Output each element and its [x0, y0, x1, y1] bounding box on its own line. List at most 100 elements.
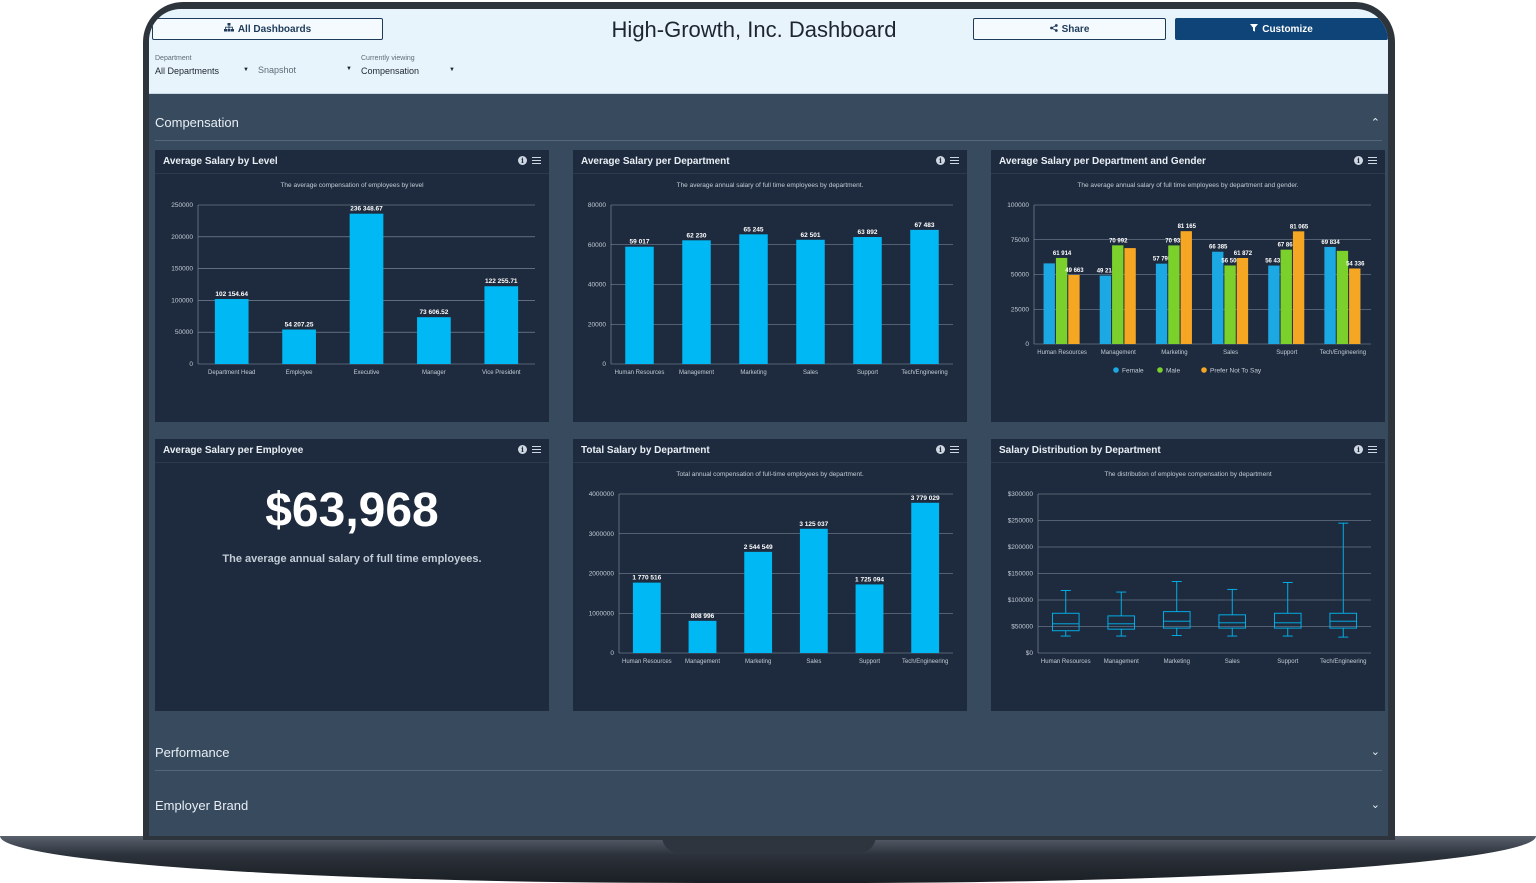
all-dashboards-label: All Dashboards — [237, 23, 312, 35]
menu-icon[interactable] — [532, 156, 541, 165]
card-divider — [573, 173, 967, 174]
card-title: Average Salary per Employee — [163, 445, 304, 456]
bar — [1112, 245, 1124, 344]
data-label: 1 725 094 — [855, 576, 884, 583]
viewing-select[interactable]: Compensation ▼ — [361, 66, 457, 80]
menu-icon[interactable] — [950, 156, 959, 165]
box — [1051, 612, 1080, 632]
y-tick-label: $100000 — [1008, 597, 1034, 604]
bar — [1268, 265, 1280, 344]
menu-icon[interactable] — [532, 445, 541, 454]
bar — [349, 213, 384, 364]
x-tick-label: Management — [1104, 659, 1139, 665]
card-title: Salary Distribution by Department — [999, 445, 1161, 456]
data-label: 57 795 — [1153, 257, 1172, 263]
bar — [911, 502, 940, 653]
data-label: 81 065 — [1290, 224, 1309, 230]
customize-button[interactable]: Customize — [1175, 18, 1388, 40]
y-tick-label: 50000 — [175, 329, 193, 336]
viewing-filter-label: Currently viewing — [361, 55, 415, 62]
x-tick-label: Employee — [286, 370, 313, 376]
filter-icon — [1250, 23, 1259, 35]
chart-subtitle: The average annual salary of full time e… — [676, 182, 864, 189]
bar — [625, 246, 654, 364]
x-tick-label: Support — [1276, 350, 1297, 356]
legend-label: Male — [1166, 368, 1180, 375]
y-tick-label: 0 — [602, 361, 606, 368]
info-icon[interactable]: i — [1354, 445, 1363, 454]
card-divider — [991, 462, 1385, 463]
x-tick-label: Tech/Engineering — [901, 370, 947, 376]
chart-salary-distribution: $0 $50000 $100000 $150000 $200000 $250000 $300… — [1008, 491, 1371, 665]
data-label: 49 663 — [1065, 268, 1084, 274]
x-tick-label: Support — [1277, 659, 1298, 665]
data-label: 61 914 — [1053, 251, 1072, 257]
x-tick-label: Manager — [422, 370, 446, 376]
chevron-up-icon[interactable]: ⌃ — [1370, 117, 1380, 129]
x-tick-label: Management — [685, 659, 720, 665]
info-icon[interactable]: i — [518, 445, 527, 454]
bar — [796, 239, 825, 364]
x-tick-label: Support — [859, 659, 880, 665]
menu-icon[interactable] — [1368, 445, 1377, 454]
data-label: 54 336 — [1346, 261, 1365, 267]
chevron-down-icon[interactable]: ⌄ — [1370, 746, 1380, 758]
share-label: Share — [1061, 23, 1090, 35]
card-actions: i — [518, 445, 541, 454]
x-tick-label: Marketing — [1164, 659, 1190, 665]
snapshot-select[interactable]: Snapshot ▼ — [258, 65, 354, 79]
data-label: 66 385 — [1209, 245, 1228, 251]
legend-label: Female — [1122, 368, 1144, 375]
x-tick-label: Tech/Engineering — [1320, 659, 1366, 665]
y-tick-label: 20000 — [588, 321, 606, 328]
y-tick-label: $50000 — [1011, 624, 1033, 631]
box — [1218, 614, 1247, 629]
y-tick-label: 200000 — [171, 234, 193, 241]
bar — [1336, 250, 1349, 344]
info-icon[interactable]: i — [518, 156, 527, 165]
info-icon[interactable]: i — [1354, 156, 1363, 165]
bar — [484, 286, 519, 364]
chevron-down-icon[interactable]: ⌄ — [1370, 799, 1380, 811]
department-select[interactable]: All Departments ▼ — [155, 66, 251, 80]
section-divider — [155, 770, 1382, 771]
page-title: High-Growth, Inc. Dashboard — [611, 17, 897, 42]
chart-salary-per-department: 0 20000 40000 60000 80000 Human Resources Mana… — [588, 202, 953, 376]
bar — [1324, 246, 1336, 344]
x-tick-label: Sales — [806, 659, 821, 665]
card-divider — [573, 462, 967, 463]
bar — [739, 234, 768, 364]
x-tick-label: Sales — [1223, 350, 1238, 356]
chart-subtitle: The average compensation of employees by… — [280, 182, 424, 189]
card-actions: i — [936, 445, 959, 454]
card-divider — [155, 173, 549, 174]
share-button[interactable]: Share — [973, 18, 1166, 40]
box — [1107, 615, 1136, 630]
info-icon[interactable]: i — [936, 156, 945, 165]
legend-marker — [1201, 367, 1207, 373]
x-tick-label: Human Resources — [1037, 350, 1087, 356]
menu-icon[interactable] — [1368, 156, 1377, 165]
data-label: 3 779 029 — [911, 495, 940, 502]
bar — [1068, 274, 1080, 344]
all-dashboards-button[interactable]: All Dashboards — [152, 18, 383, 40]
kpi-value: $63,968 — [265, 484, 439, 537]
bar — [632, 582, 661, 653]
menu-icon[interactable] — [950, 445, 959, 454]
card-salary-per-department: Average Salary per Department i The aver… — [573, 150, 967, 422]
bar — [1099, 275, 1112, 344]
bar — [1224, 265, 1236, 344]
y-tick-label: 60000 — [588, 242, 606, 249]
data-label: 122 255.71 — [485, 278, 518, 285]
info-icon[interactable]: i — [936, 445, 945, 454]
section-title-employer-brand: Employer Brand — [155, 798, 249, 813]
data-label: 102 154.64 — [215, 291, 248, 298]
chevron-down-icon: ▼ — [449, 67, 455, 73]
data-label: 63 892 — [858, 229, 878, 236]
department-filter-label: Department — [155, 55, 192, 62]
x-tick-label: Vice President — [482, 370, 521, 376]
bar — [855, 584, 884, 653]
x-tick-label: Marketing — [1161, 350, 1187, 356]
snapshot-select-placeholder: Snapshot — [258, 65, 297, 75]
bar — [688, 620, 717, 653]
